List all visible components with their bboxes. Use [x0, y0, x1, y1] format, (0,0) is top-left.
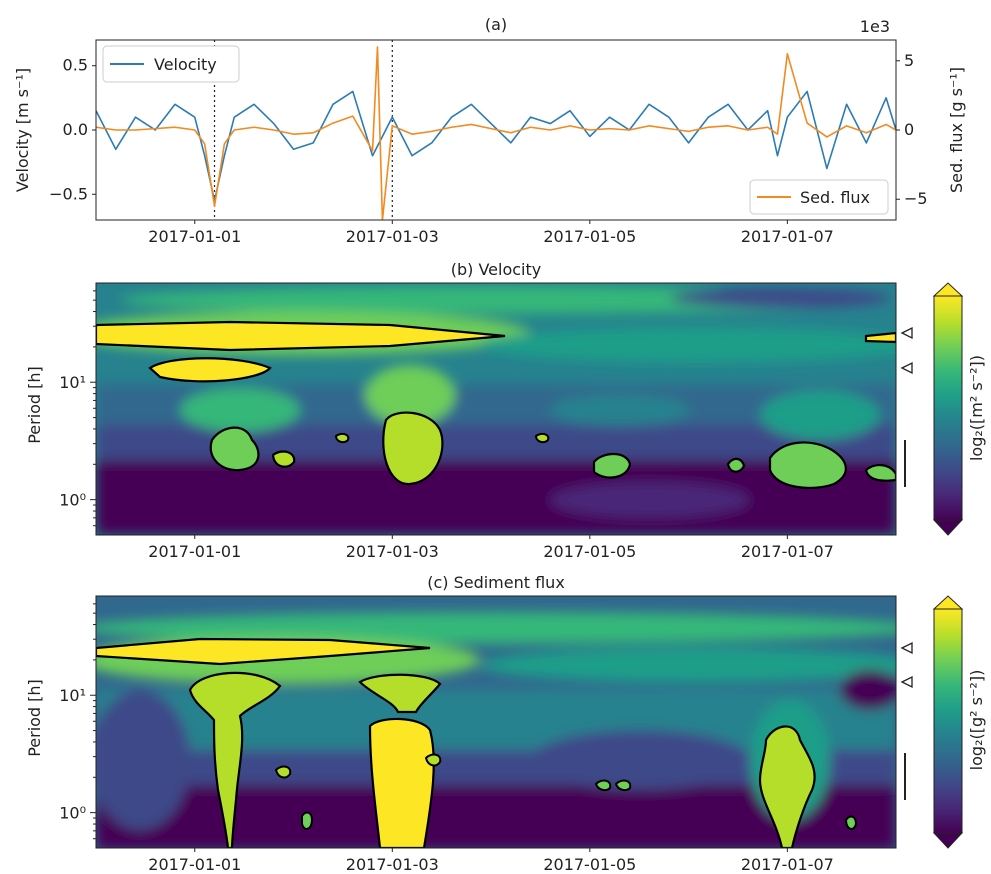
tidal-marker-12h: [900, 675, 913, 689]
tidal-marker-24h: [900, 326, 913, 340]
x-tick-label: 2017-01-05: [543, 542, 636, 561]
panel-b-markers: [900, 326, 913, 487]
x-tick-label: 2017-01-01: [148, 227, 241, 246]
panel-a: (a) 1e3 0.50.0−0.5 50−5 2017-01-01 2017-0…: [13, 15, 966, 246]
panel-b: (b) Velocity: [25, 260, 986, 561]
panel-c-y-label: Period [h]: [25, 679, 44, 757]
velocity-tick-label: −0.5: [49, 184, 88, 203]
velocity-tick-label: 0.5: [63, 56, 88, 75]
panel-a-x-ticks: 2017-01-01 2017-01-03 2017-01-05 2017-01-07: [148, 220, 834, 246]
x-tick-label: 2017-01-05: [543, 227, 636, 246]
flux-axis-label: Sed. flux [g s⁻¹]: [947, 67, 966, 193]
panel-b-colorbar-label: log₂([m² s⁻²]): [967, 355, 986, 461]
x-tick-label: 2017-01-03: [346, 227, 439, 246]
x-tick-label: 2017-01-07: [741, 227, 834, 246]
panel-c-colorbar: log₂([g² s⁻²]): [932, 595, 986, 849]
panel-b-frame: [95, 282, 897, 536]
panel-c-markers: [900, 641, 913, 800]
x-tick-label: 2017-01-07: [741, 542, 834, 561]
panel-b-title: (b) Velocity: [451, 260, 542, 279]
legend-sed-flux-label: Sed. flux: [800, 188, 870, 207]
panel-a-title: (a): [485, 15, 507, 34]
period-tick-label: 10⁰: [59, 491, 86, 510]
panel-b-y-label: Period [h]: [25, 366, 44, 444]
panel-c-title: (c) Sediment flux: [427, 573, 565, 592]
flux-tick-label: 5: [904, 51, 914, 70]
legend-sed-flux: Sed. flux: [749, 179, 889, 215]
sediment-flux-spectrum: [96, 596, 896, 848]
x-tick-label: 2017-01-05: [543, 855, 636, 874]
panel-a-multiplier: 1e3: [860, 17, 890, 36]
x-tick-label: 2017-01-03: [346, 542, 439, 561]
period-tick-label: 10⁰: [59, 804, 86, 823]
event-lines: [213, 40, 393, 220]
panel-c-y-ticks: 10¹ 10⁰: [59, 603, 96, 840]
period-tick-label: 10¹: [59, 373, 86, 392]
flux-tick-label: 0: [904, 120, 914, 139]
velocity-tick-label: 0.0: [63, 120, 88, 139]
x-tick-label: 2017-01-01: [148, 855, 241, 874]
tidal-marker-24h: [900, 641, 913, 655]
x-tick-label: 2017-01-01: [148, 542, 241, 561]
velocity-axis-ticks: 0.5 0.0 −0.5: [49, 56, 96, 203]
flux-tick-label: −5: [904, 189, 928, 208]
panel-b-x-ticks: 2017-01-01 2017-01-03 2017-01-05 2017-01-07: [148, 535, 834, 561]
sed-flux-line: [96, 46, 896, 220]
panel-c: (c) Sediment flux: [25, 573, 986, 874]
velocity-axis-label: Velocity [m s⁻¹]: [13, 68, 32, 192]
velocity-spectrum: [96, 283, 896, 535]
x-tick-label: 2017-01-03: [346, 855, 439, 874]
panel-b-y-ticks: 10¹ 10⁰: [59, 290, 96, 527]
panel-c-x-ticks: 2017-01-01 2017-01-03 2017-01-05 2017-01-07: [148, 848, 834, 874]
panel-c-frame: [95, 595, 897, 849]
flux-axis-ticks: 5 0 −5: [896, 51, 928, 208]
panel-c-colorbar-label: log₂([g² s⁻²]): [967, 670, 986, 771]
legend-velocity: Velocity: [102, 45, 240, 83]
panel-b-colorbar: log₂([m² s⁻²]): [932, 282, 986, 536]
period-tick-label: 10¹: [59, 686, 86, 705]
x-tick-label: 2017-01-07: [741, 855, 834, 874]
legend-velocity-label: Velocity: [154, 55, 217, 74]
tidal-marker-12h: [900, 361, 913, 375]
